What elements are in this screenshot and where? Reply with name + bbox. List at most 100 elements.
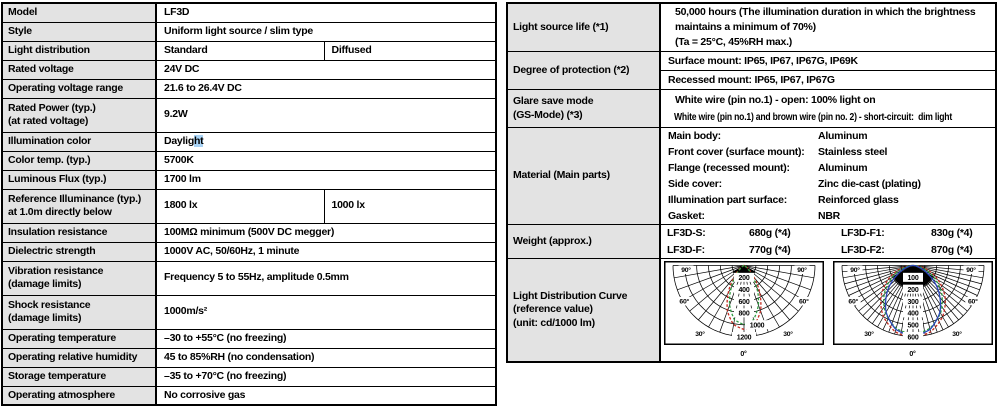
- tick-label-bg: [733, 272, 754, 282]
- row-label: Shock resistance (damage limits): [1, 294, 157, 330]
- angle-label-bg: [692, 329, 707, 338]
- row-label-line: (at rated voltage): [8, 115, 89, 127]
- row-label: Glare save mode (GS-Mode) (*3): [506, 89, 661, 128]
- tick-label-bg: [902, 296, 923, 306]
- angle-label-bg: [963, 265, 978, 274]
- angle-label-bg: [861, 329, 876, 338]
- polar-chart-svg: 100 200 300 400 500 600 90° 90° 60° 60° 30° 30°: [832, 261, 993, 345]
- material-row: Main body: Aluminum: [661, 129, 995, 145]
- weight-model: LF3D-F2:: [841, 243, 885, 256]
- tick-label-bg: [733, 284, 754, 294]
- angle-label-bg: [795, 297, 811, 306]
- value-line: White wire (pin no.1) - open: 100% light…: [675, 93, 876, 106]
- row-value: Standard: [155, 40, 325, 61]
- table-row: Model LF3D: [1, 2, 497, 23]
- table-row: Dielectric strength 1000V AC, 50/60Hz, 1 …: [1, 241, 497, 262]
- angle-label: 60°: [799, 298, 809, 306]
- table-row: Light Distribution Curve (reference value…: [506, 258, 997, 362]
- row-label: Light Distribution Curve (reference value…: [506, 258, 661, 362]
- angle-label: 30°: [952, 330, 962, 338]
- material-part: Illumination part surface:: [668, 194, 787, 206]
- row-label-line: Model: [8, 6, 38, 18]
- angle-label: 30°: [864, 330, 874, 338]
- table-row: Operating voltage range 21.6 to 26.4V DC: [1, 78, 497, 99]
- row-label: Weight (approx.): [506, 224, 661, 259]
- row-label: Operating voltage range: [1, 78, 157, 99]
- row-label-line: Illumination color: [8, 134, 92, 147]
- row-label: Vibration resistance (damage limits): [1, 260, 157, 296]
- table-row: Glare save mode (GS-Mode) (*3) White wire …: [506, 89, 997, 128]
- radial-tick-label: 1200: [736, 334, 751, 341]
- material-part: Main body:: [668, 130, 721, 142]
- row-label: Model: [1, 2, 157, 23]
- material-row: Gasket: NBR: [661, 208, 995, 224]
- table-row: Operating temperature –30 to +55°C (no fr…: [1, 328, 497, 349]
- table-row: Degree of protection (*2) Surface mount: …: [506, 51, 997, 90]
- row-value: 21.6 to 26.4V DC: [155, 78, 497, 99]
- row-value: –30 to +55°C (no freezing): [155, 328, 497, 349]
- highlight-selection: ht: [194, 134, 204, 147]
- angle-label-bg: [964, 297, 980, 306]
- material-name: NBR: [818, 210, 840, 222]
- spec-table-left: Model LF3D Style Uniform light source / sli…: [1, 2, 497, 406]
- tick-label-bg: [902, 308, 923, 318]
- table-row: Storage temperature –35 to +70°C (no free…: [1, 366, 497, 387]
- angle-label-bg: [847, 265, 862, 274]
- grid-arc: [683, 265, 804, 326]
- row-label-line: Material (Main parts): [513, 169, 610, 182]
- row-label: Rated Power (typ.) (at rated voltage): [1, 97, 157, 133]
- value-line: White wire (pin no.1) and brown wire (pi…: [674, 111, 952, 123]
- table-row: Vibration resistance (damage limits) Frequ…: [1, 260, 497, 296]
- material-row: Side cover: Zinc die-cast (plating): [661, 176, 995, 192]
- row-label-line: Weight (approx.): [513, 234, 592, 247]
- weight-model: LF3D-F1:: [841, 227, 885, 239]
- row-label: Degree of protection (*2): [506, 51, 661, 90]
- table-row: Rated voltage 24V DC: [1, 59, 497, 80]
- table-row: Operating relative humidity 45 to 85%RH (…: [1, 347, 497, 368]
- row-value: Surface mount: IP65, IP67, IP67G, IP69K R…: [659, 51, 997, 90]
- row-value: 1000 lx: [323, 188, 497, 224]
- row-label-line: Storage temperature: [8, 369, 106, 382]
- row-label: Light distribution: [1, 40, 157, 61]
- row-label-line: Luminous Flux (typ.): [8, 172, 107, 185]
- charts-wrap: 200 400 600 800 1000 1200 90° 90° 60° 60° 30° 30° 0°…: [661, 261, 995, 359]
- row-label: Style: [1, 21, 157, 42]
- row-value: –35 to +70°C (no freezing): [155, 366, 497, 387]
- weight-value: 870g (*4): [931, 243, 973, 256]
- row-label-line: at 1.0m directly below: [8, 206, 112, 218]
- row-label-line: Degree of protection (*2): [513, 63, 630, 76]
- row-value: 9.2W: [155, 97, 497, 133]
- material-name: Aluminum: [818, 130, 868, 142]
- radial-tick-label: 400: [738, 287, 749, 294]
- angle-label-bg: [794, 265, 809, 274]
- row-label: Insulation resistance: [1, 222, 157, 243]
- value-line: maintains a minimum of 70%): [675, 21, 816, 33]
- radial-tick-label: 600: [738, 299, 749, 306]
- row-label: Dielectric strength: [1, 241, 157, 262]
- radial-tick-label: 100: [907, 275, 918, 282]
- table-row: Material (Main parts) Main body: Aluminum F…: [506, 127, 997, 225]
- tick-label-bg: [902, 272, 923, 282]
- sub-row-value: Recessed mount: IP65, IP67, IP67G: [661, 70, 995, 89]
- material-name: Stainless steel: [818, 146, 888, 158]
- row-value: LF3D: [155, 2, 497, 23]
- row-label-line: Dielectric strength: [8, 244, 96, 257]
- row-label: Operating atmosphere: [1, 385, 157, 406]
- radial-tick-label: 300: [907, 299, 918, 306]
- material-row: Front cover (surface mount): Stainless st…: [661, 144, 995, 160]
- curve-green-dashed: [728, 264, 759, 326]
- row-value: 100MΩ minimum (500V DC megger): [155, 222, 497, 243]
- row-value: 45 to 85%RH (no condensation): [155, 347, 497, 368]
- table-row: Light distribution Standard Diffused: [1, 40, 497, 61]
- material-part: Side cover:: [668, 178, 722, 190]
- light-distribution-cell: 200 400 600 800 1000 1200 90° 90° 60° 60° 30° 30° 0°…: [659, 258, 997, 362]
- table-row: Style Uniform light source / slim type: [1, 21, 497, 42]
- angle-label-bg: [949, 329, 964, 338]
- radial-tick-label: 400: [907, 311, 918, 318]
- row-label-line: Rated voltage: [8, 62, 74, 75]
- row-value: 1800 lx: [155, 188, 325, 224]
- material-part: Gasket:: [668, 210, 705, 222]
- row-label: Illumination color: [1, 131, 157, 152]
- radial-tick-label: 800: [738, 311, 749, 318]
- tick-label-bg: [902, 320, 923, 330]
